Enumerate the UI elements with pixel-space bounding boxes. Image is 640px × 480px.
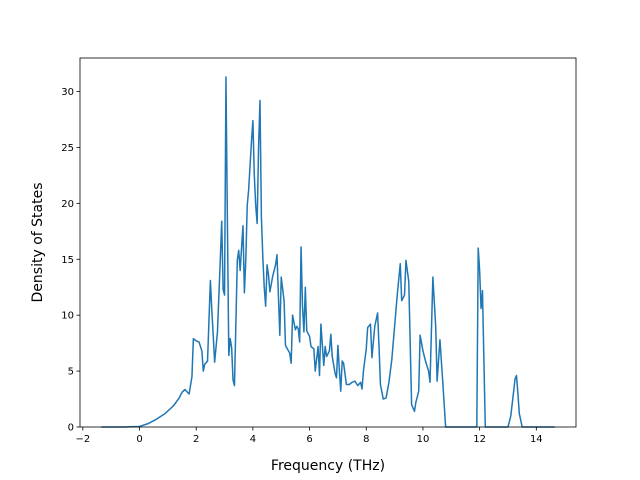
y-tick-label: 0 xyxy=(68,423,74,434)
x-tick-label: 12 xyxy=(473,434,486,445)
x-tick-label: 0 xyxy=(136,434,142,445)
y-tick-label: 25 xyxy=(61,143,74,154)
y-tick-label: 30 xyxy=(61,87,74,98)
x-axis: −2 0 2 4 6 8 10 12 14 xyxy=(75,427,543,445)
x-tick-label: 14 xyxy=(530,434,543,445)
x-tick-label: −2 xyxy=(75,434,90,445)
y-tick-label: 20 xyxy=(61,199,74,210)
dos-series-line xyxy=(101,76,555,428)
x-tick-label: 6 xyxy=(306,434,312,445)
x-tick-label: 8 xyxy=(363,434,369,445)
x-tick-label: 2 xyxy=(193,434,199,445)
y-tick-label: 10 xyxy=(61,311,74,322)
y-axis-label: Density of States xyxy=(30,183,46,303)
x-tick-label: 10 xyxy=(417,434,430,445)
axes-frame xyxy=(79,57,577,428)
y-axis: 0 5 10 15 20 25 30 xyxy=(61,87,80,434)
x-axis-label: Frequency (THz) xyxy=(271,458,385,474)
plot-area xyxy=(101,76,555,428)
x-tick-label: 4 xyxy=(250,434,256,445)
y-tick-label: 15 xyxy=(61,255,74,266)
y-tick-label: 5 xyxy=(68,367,74,378)
